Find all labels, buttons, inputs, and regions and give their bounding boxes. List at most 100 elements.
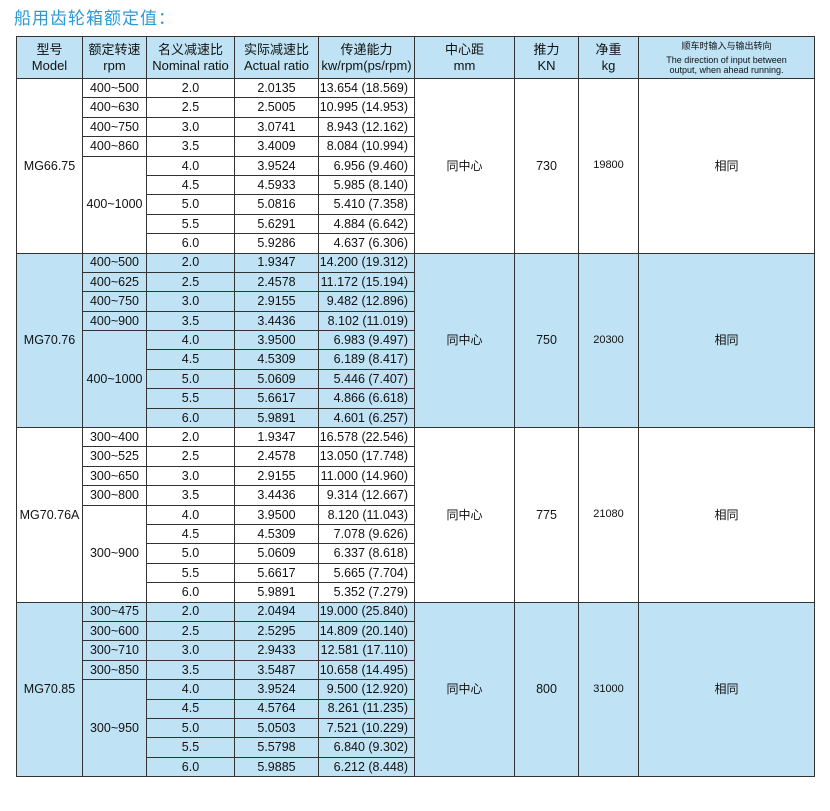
actual-ratio-cell: 2.0135 [234,77,319,99]
capacity-cell: 5.446 (7.407) [318,368,415,390]
nominal-ratio-cell: 2.5 [146,271,235,293]
nominal-ratio-cell: 5.5 [146,562,235,584]
table-row: 300~710 3.0 2.9433 12.581 (17.110) [17,640,815,661]
header-label-en: Model [31,57,68,73]
actual-ratio-cell: 3.4009 [234,136,319,157]
nominal-ratio-cell: 5.0 [146,543,235,564]
center-distance-cell: 同中心 [414,78,515,254]
rpm-cell: 300~475 [82,601,147,622]
nominal-ratio-cell: 2.5 [146,446,235,467]
header-weight: 净重 kg [578,36,639,79]
direction-cell: 相同 [638,78,815,254]
actual-ratio-cell: 5.9891 [234,582,319,603]
table-row: MG70.76 400~500 2.0 1.9347 14.200 (19.312) 同中… [16,252,815,429]
capacity-cell: 6.189 (8.417) [318,349,415,370]
actual-ratio-cell: 3.9500 [234,330,319,351]
capacity-cell: 4.884 (6.642) [318,213,415,235]
nominal-ratio-cell: 3.5 [146,310,235,332]
header-label-en: KN [537,57,556,73]
rpm-cell: 300~950 [82,679,147,778]
thrust-cell: 800 [514,601,579,778]
rpm-cell: 400~900 [82,310,147,332]
nominal-ratio-cell: 5.0 [146,717,235,739]
capacity-cell: 14.200 (19.312) [318,252,415,273]
table-row: 300~900 4.0 3.9500 8.120 (11.043) [17,504,815,603]
rpm-cell: 400~625 [82,271,147,293]
header-row: 型号 Model 额定转速 rpm 名义减速比 Nominal ratio 实际减速比 Act… [16,36,815,79]
rpm-cell: 400~500 [82,252,147,273]
table-row: 400~860 3.5 3.4009 8.084 (10.994) [17,136,815,157]
nominal-ratio-cell: 3.0 [146,640,235,661]
rpm-cell: 300~800 [82,485,147,506]
capacity-cell: 12.581 (17.110) [318,640,415,661]
actual-ratio-cell: 2.0494 [234,601,319,622]
actual-ratio-cell: 3.0741 [234,116,319,138]
header-capacity: 传递能力 kw/rpm(ps/rpm) [318,36,415,79]
weight-cell: 19800 [578,78,639,254]
table-row: 4.5 4.5933 5.985 (8.140) [17,174,815,196]
actual-ratio-cell: 2.4578 [234,446,319,467]
capacity-cell: 10.995 (14.953) [318,97,415,118]
capacity-cell: 6.956 (9.460) [318,155,415,176]
nominal-ratio-cell: 2.5 [146,620,235,642]
nominal-ratio-cell: 2.5 [146,97,235,118]
table-row: 4.5 4.5309 7.078 (9.626) [17,523,815,545]
model-cell: MG70.76A [16,427,83,603]
capacity-cell: 6.840 (9.302) [318,737,415,758]
capacity-cell: 7.078 (9.626) [318,523,415,545]
header-label-zh: 传递能力 [340,42,393,58]
rpm-cell: 400~500 [82,77,147,99]
actual-ratio-cell: 5.0609 [234,543,319,564]
header-direction: 顺车时输入与输出转向 The direction of input between… [638,36,815,79]
actual-ratio-cell: 3.4436 [234,485,319,506]
capacity-cell: 11.172 (15.194) [318,271,415,293]
actual-ratio-cell: 2.9155 [234,465,319,487]
capacity-cell: 6.983 (9.497) [318,330,415,351]
table-row: 400~900 3.5 3.4436 8.102 (11.019) [17,310,815,332]
capacity-cell: 5.665 (7.704) [318,562,415,584]
capacity-cell: 4.601 (6.257) [318,407,415,429]
table-row: 400~1000 4.0 3.9524 6.956 (9.460) [17,155,815,254]
nominal-ratio-cell: 4.5 [146,349,235,370]
table-row: 400~750 3.0 3.0741 8.943 (12.162) [17,116,815,138]
table-row: 5.0 5.0503 7.521 (10.229) [17,717,815,739]
capacity-cell: 5.985 (8.140) [318,174,415,196]
capacity-cell: 5.410 (7.358) [318,194,415,215]
capacity-cell: 14.809 (20.140) [318,620,415,642]
rpm-cell: 400~750 [82,116,147,138]
actual-ratio-cell: 5.9286 [234,233,319,254]
rpm-cell: 300~650 [82,465,147,487]
table-row: MG70.85 300~475 2.0 2.0494 19.000 (25.840) 同中… [16,601,815,778]
gearbox-ratings-table: 型号 Model 额定转速 rpm 名义减速比 Nominal ratio 实际减速比 Act… [16,36,815,778]
capacity-cell: 9.482 (12.896) [318,291,415,312]
rpm-cell: 400~630 [82,97,147,118]
header-label-zh: 名义减速比 [157,42,223,58]
table-row: 400~750 3.0 2.9155 9.482 (12.896) [17,291,815,312]
nominal-ratio-cell: 6.0 [146,407,235,429]
weight-cell: 21080 [578,427,639,603]
weight-cell: 31000 [578,601,639,778]
actual-ratio-cell: 4.5933 [234,174,319,196]
table-row: 300~600 2.5 2.5295 14.809 (20.140) [17,620,815,642]
header-label-zh: 型号 [36,42,63,58]
nominal-ratio-cell: 5.0 [146,194,235,215]
capacity-cell: 4.637 (6.306) [318,233,415,254]
nominal-ratio-cell: 5.5 [146,737,235,758]
table-row: 300~800 3.5 3.4436 9.314 (12.667) [17,485,815,506]
actual-ratio-cell: 2.9155 [234,291,319,312]
capacity-cell: 9.314 (12.667) [318,485,415,506]
header-label-en: kw/rpm(ps/rpm) [321,57,412,73]
capacity-cell: 7.521 (10.229) [318,717,415,739]
actual-ratio-cell: 5.6617 [234,388,319,409]
center-distance-cell: 同中心 [414,427,515,603]
nominal-ratio-cell: 3.5 [146,485,235,506]
actual-ratio-cell: 2.5005 [234,97,319,118]
nominal-ratio-cell: 4.0 [146,679,235,700]
header-thrust: 推力 KN [514,36,579,79]
header-label-en: mm [453,57,476,73]
nominal-ratio-cell: 2.0 [146,427,235,448]
rpm-cell: 400~860 [82,136,147,157]
table-row: 6.0 5.9891 4.601 (6.257) [17,407,815,429]
actual-ratio-cell: 5.9891 [234,407,319,429]
header-label-zh: 中心距 [444,42,484,58]
